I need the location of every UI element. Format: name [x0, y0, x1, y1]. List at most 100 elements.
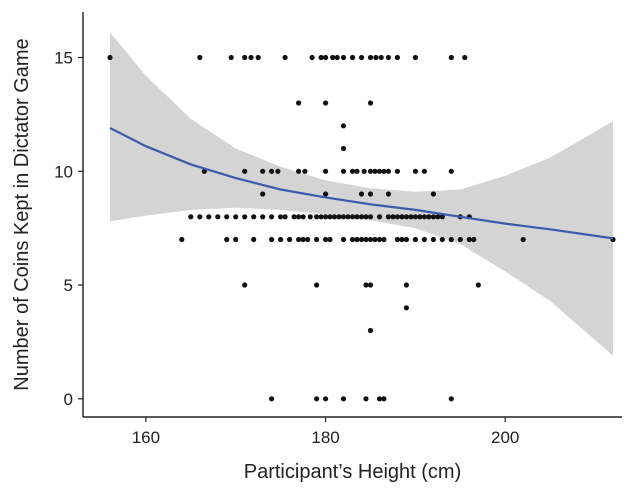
data-point [318, 54, 324, 61]
data-point [331, 214, 338, 220]
data-point [363, 396, 369, 402]
data-point [323, 396, 329, 402]
x-axis-title: Participant’s Height (cm) [244, 461, 461, 483]
data-point [305, 236, 311, 243]
x-tick-label: 200 [491, 428, 519, 447]
data-point [378, 54, 384, 61]
data-point [233, 214, 239, 220]
data-point [363, 214, 369, 220]
data-point [179, 236, 185, 243]
data-points-layer [107, 54, 616, 402]
data-point [354, 214, 360, 220]
data-point [373, 54, 379, 61]
data-point [376, 396, 383, 402]
data-point [242, 214, 248, 220]
data-point [330, 54, 336, 61]
axes-layer [82, 12, 622, 418]
data-point [412, 236, 418, 243]
data-point [367, 54, 374, 61]
data-point [363, 236, 369, 243]
data-point [323, 168, 329, 174]
data-point [421, 236, 427, 243]
data-point [358, 214, 365, 220]
data-point [403, 305, 409, 311]
data-point [323, 236, 329, 243]
data-point [309, 54, 315, 61]
data-point [269, 236, 275, 243]
data-point [394, 54, 400, 61]
data-point [376, 214, 383, 220]
data-point [340, 123, 347, 129]
data-point [269, 168, 275, 174]
data-point [361, 168, 367, 174]
data-point [475, 282, 481, 288]
data-point [394, 214, 400, 220]
data-point [300, 236, 306, 243]
data-point [408, 214, 414, 220]
data-point [367, 236, 374, 243]
data-point [367, 168, 374, 174]
data-point [385, 168, 391, 174]
data-point [403, 282, 409, 288]
data-point [390, 214, 396, 220]
data-point [340, 396, 347, 402]
data-point [354, 168, 360, 174]
data-point [349, 54, 356, 61]
data-point [340, 214, 347, 220]
data-point [367, 214, 374, 220]
data-point [336, 214, 342, 220]
data-point [248, 54, 254, 61]
data-point [107, 54, 113, 61]
data-point [376, 168, 383, 174]
data-point [399, 214, 405, 220]
data-point [367, 327, 374, 334]
data-point [242, 54, 248, 61]
data-point [260, 214, 266, 220]
data-point [372, 236, 378, 243]
data-point [340, 145, 347, 152]
data-point [349, 214, 356, 220]
data-point [296, 214, 302, 220]
y-tick-label: 15 [54, 49, 73, 68]
data-point [340, 236, 347, 243]
data-point [228, 54, 234, 61]
data-point [197, 214, 203, 220]
data-point [327, 214, 333, 220]
data-point [224, 236, 230, 243]
data-point [314, 236, 320, 243]
data-point [345, 214, 351, 220]
data-point [367, 282, 374, 288]
data-point [520, 236, 526, 243]
data-point [417, 214, 423, 220]
data-point [307, 214, 313, 220]
data-point [421, 168, 427, 174]
data-point [282, 214, 288, 220]
data-point [314, 214, 320, 220]
y-axis-title: Number of Coins Kept in Dictator Game [11, 38, 33, 390]
data-point [448, 236, 454, 243]
data-point [224, 214, 230, 220]
data-point [269, 214, 275, 220]
data-point [394, 236, 400, 243]
data-point [197, 54, 203, 61]
fit-line-layer [109, 127, 614, 240]
data-point [358, 236, 365, 243]
data-point [242, 282, 248, 288]
data-point [291, 214, 297, 220]
data-point [340, 54, 347, 61]
data-point [215, 214, 221, 220]
data-point [323, 54, 329, 61]
data-point [354, 236, 360, 243]
data-point [412, 54, 418, 61]
data-point [318, 214, 324, 220]
x-tick-label: 160 [132, 428, 160, 447]
data-point [242, 168, 248, 174]
data-point [349, 236, 356, 243]
data-point [327, 236, 333, 243]
y-tick-label: 0 [64, 390, 73, 409]
data-point [251, 214, 257, 220]
data-point [340, 168, 347, 174]
data-point [462, 54, 468, 61]
y-tick-label: 5 [64, 276, 73, 295]
